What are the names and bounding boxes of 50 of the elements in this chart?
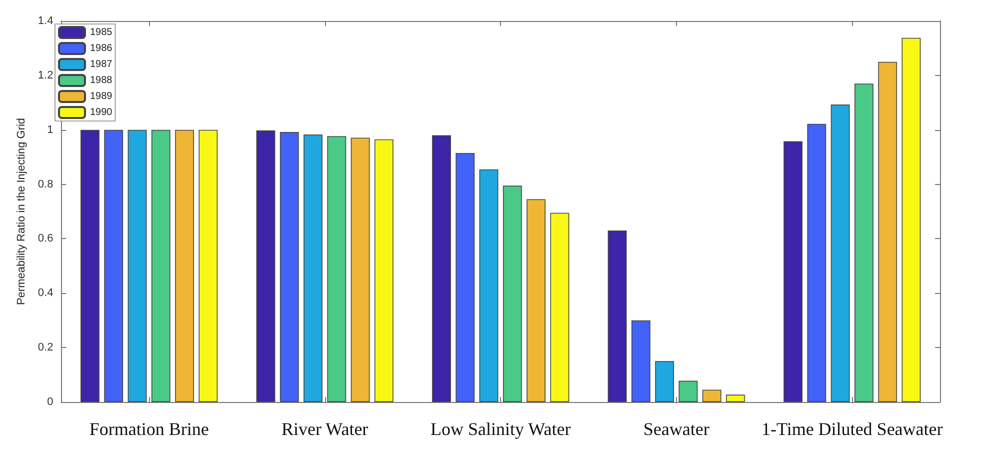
- bar: [304, 134, 322, 402]
- bar: [550, 212, 570, 402]
- bar: [878, 62, 898, 402]
- bar: [432, 135, 451, 402]
- bar: [807, 124, 826, 402]
- bar: [678, 380, 698, 402]
- bar: [280, 132, 299, 402]
- y-tick-label: 1.4: [38, 15, 54, 27]
- bar: [655, 361, 674, 402]
- legend-label: 1985: [90, 27, 113, 38]
- bar: [631, 320, 650, 402]
- x-tick-label: River Water: [281, 419, 368, 439]
- x-tick-label: Formation Brine: [89, 419, 209, 439]
- x-tick-label: Low Salinity Water: [430, 419, 571, 439]
- x-tick-label: Seawater: [643, 419, 710, 439]
- legend-label: 1989: [90, 91, 113, 102]
- y-tick-label: 0.8: [38, 178, 54, 190]
- bar: [726, 394, 745, 402]
- bar: [374, 139, 394, 402]
- bar: [80, 130, 100, 402]
- y-tick-label: 0.4: [38, 287, 54, 300]
- legend-label: 1986: [90, 43, 113, 54]
- bar: [327, 136, 346, 402]
- bar: [151, 130, 170, 402]
- y-tick-label: 0.2: [38, 342, 54, 354]
- bar: [128, 130, 147, 402]
- bar: [175, 130, 194, 402]
- bar: [256, 130, 276, 402]
- bar: [350, 138, 370, 402]
- bar: [854, 84, 874, 402]
- bar: [702, 390, 722, 402]
- legend-label: 1988: [90, 75, 113, 86]
- bar: [104, 130, 124, 402]
- y-tick-label: 1.2: [38, 69, 54, 82]
- y-tick-label: 0.6: [38, 232, 54, 245]
- bar: [198, 130, 218, 402]
- legend-label: 1987: [90, 59, 113, 70]
- y-tick-label: 1: [47, 124, 54, 136]
- x-tick-label: 1-Time Diluted Seawater: [761, 419, 943, 439]
- bar: [502, 186, 522, 402]
- bar: [784, 141, 802, 402]
- legend-label: 1990: [90, 107, 113, 118]
- bar: [479, 169, 498, 402]
- y-axis-title: Permeability Ratio in the Injecting Grid: [16, 118, 28, 306]
- bar: [456, 152, 475, 402]
- bar: [608, 230, 627, 402]
- y-tick-label: 0: [47, 396, 54, 408]
- bar: [526, 199, 546, 402]
- bar: [830, 104, 850, 402]
- bar: [902, 38, 921, 402]
